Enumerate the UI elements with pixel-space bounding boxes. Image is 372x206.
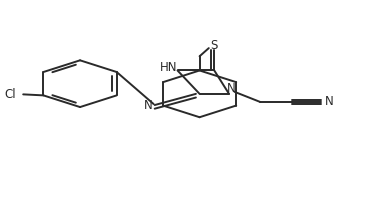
Text: Cl: Cl bbox=[4, 88, 16, 101]
Text: S: S bbox=[211, 39, 218, 52]
Text: HN: HN bbox=[160, 61, 177, 74]
Text: N: N bbox=[144, 98, 153, 111]
Text: N: N bbox=[325, 96, 333, 109]
Text: N: N bbox=[227, 82, 235, 95]
